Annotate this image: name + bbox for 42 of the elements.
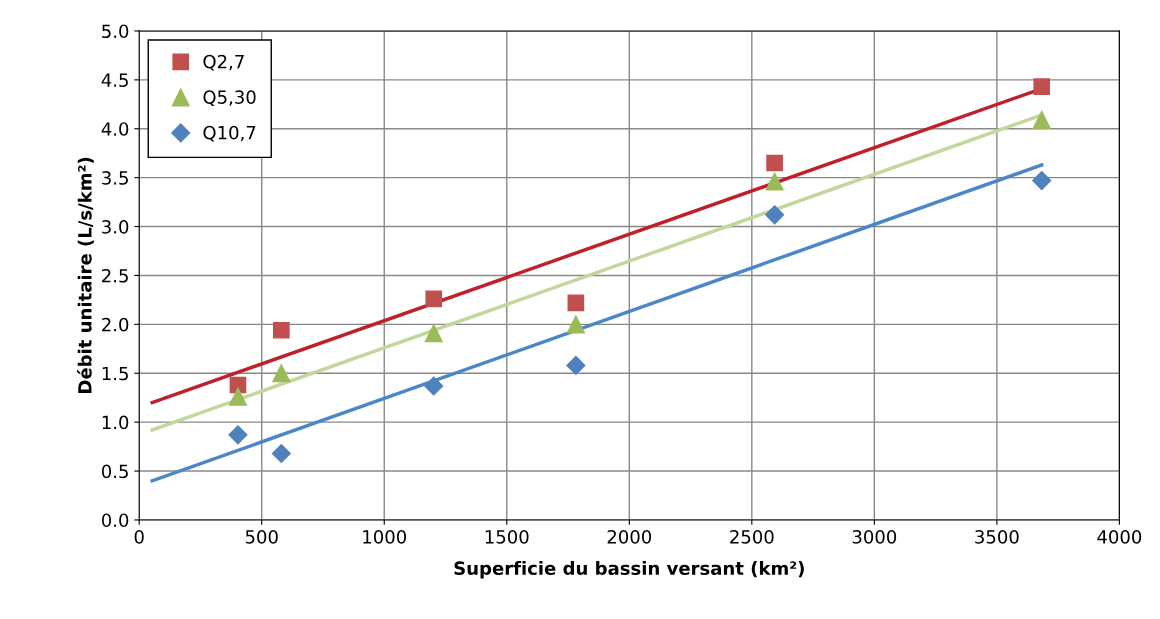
- x-tick-label: 0: [134, 530, 144, 544]
- y-axis-title: Débit unitaire (L/s/km²): [77, 157, 94, 393]
- y-tick-label: 4.0: [101, 122, 129, 136]
- point: [228, 425, 248, 445]
- x-tick-label: 1500: [485, 530, 529, 544]
- point: [1033, 78, 1051, 96]
- y-tick-label: 0.5: [101, 464, 128, 479]
- point: [1032, 171, 1052, 191]
- point: [424, 376, 444, 396]
- point: [765, 172, 784, 191]
- legend-label: Q2,7: [203, 54, 244, 71]
- y-tick-label: 2.0: [102, 317, 129, 332]
- y-tick-label: 3.5: [102, 171, 128, 185]
- x-tick-label: 2000: [607, 530, 652, 544]
- y-tick-label: 0.0: [101, 513, 129, 528]
- legend-label: Q5,30: [203, 90, 256, 106]
- x-tick-label: 1000: [363, 530, 407, 544]
- point: [272, 321, 290, 339]
- x-axis-title: Superficie du bassin versant (km²): [454, 561, 804, 579]
- point: [271, 443, 291, 463]
- y-tick-label: 4.5: [101, 73, 128, 87]
- point: [566, 355, 586, 375]
- point: [1032, 110, 1051, 129]
- x-tick-label: 3500: [975, 530, 1019, 544]
- point: [765, 205, 785, 225]
- point: [272, 364, 291, 383]
- point: [766, 154, 783, 172]
- y-tick-label: 1.0: [102, 415, 129, 430]
- y-tick-label: 1.5: [102, 366, 128, 381]
- y-tick-label: 2.5: [102, 268, 128, 283]
- point: [228, 387, 247, 406]
- legend-label: Q10,7: [203, 125, 256, 142]
- y-tick-label: 3.0: [102, 220, 129, 234]
- point: [567, 294, 585, 312]
- point: [425, 290, 443, 308]
- x-tick-label: 500: [245, 530, 278, 544]
- y-tick-label: 5.0: [102, 24, 129, 39]
- point: [566, 315, 585, 334]
- x-tick-label: 4000: [1097, 530, 1142, 544]
- x-tick-label: 3000: [852, 530, 897, 544]
- x-tick-label: 2500: [730, 530, 774, 544]
- point: [424, 324, 443, 343]
